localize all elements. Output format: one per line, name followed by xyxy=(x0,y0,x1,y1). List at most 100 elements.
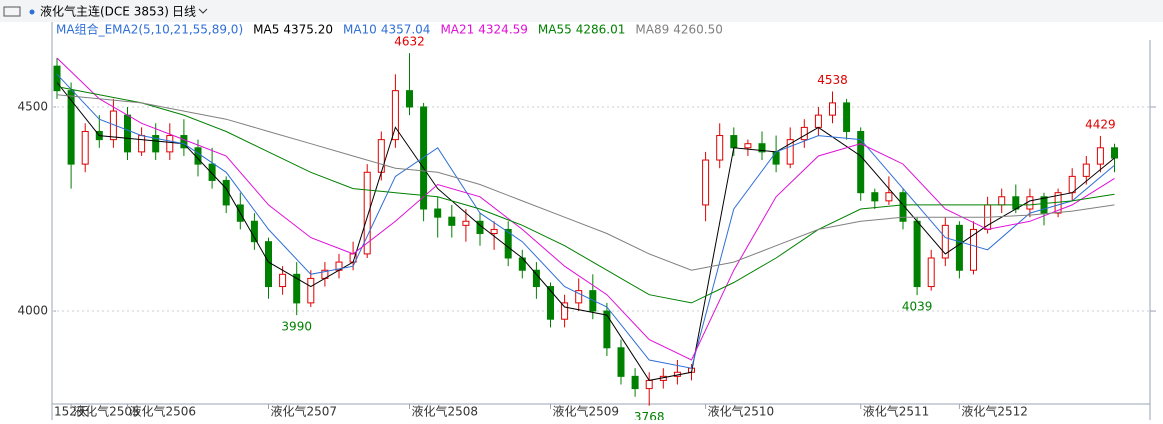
status-dot xyxy=(29,9,35,15)
x-tick-label: 液化气2505 xyxy=(73,404,140,419)
candle-body xyxy=(744,143,752,149)
candle-body xyxy=(1096,147,1104,165)
x-tick-label: 液化气2510 xyxy=(708,404,775,419)
candle-body xyxy=(279,273,287,288)
candle-body xyxy=(250,220,258,243)
candle-body xyxy=(377,139,385,173)
ma-line xyxy=(56,82,1115,381)
legend-value: 4260.50 xyxy=(673,23,723,37)
x-tick-label: 液化气2509 xyxy=(553,404,620,419)
candle-body xyxy=(222,179,230,206)
x-tick-label: 液化气2512 xyxy=(961,404,1028,419)
candle-body xyxy=(730,135,738,149)
extreme-label: 3768 xyxy=(634,410,665,420)
ma-line xyxy=(56,94,1115,271)
candle-body xyxy=(547,286,554,320)
candle-body xyxy=(124,114,131,153)
candle-body xyxy=(363,171,371,255)
legend-name: MA55 xyxy=(538,23,572,37)
candle-body xyxy=(927,257,935,288)
candle-body xyxy=(448,216,456,226)
candle-body xyxy=(420,106,428,210)
candle-body xyxy=(575,290,583,304)
candle-body xyxy=(504,228,512,259)
legend-value: 4357.04 xyxy=(381,23,431,37)
candle-body xyxy=(307,277,315,304)
x-tick-label: 液化气2507 xyxy=(271,404,338,419)
candle-body xyxy=(561,302,569,320)
candle-body xyxy=(702,159,710,206)
candle-body xyxy=(532,269,540,288)
extreme-label: 3990 xyxy=(281,320,312,334)
candle-body xyxy=(138,135,146,153)
candle-body xyxy=(998,196,1006,206)
extreme-label: 4632 xyxy=(394,35,425,49)
candle-body xyxy=(1040,196,1048,214)
legend-name: MA5 xyxy=(253,23,279,37)
candle-body xyxy=(53,65,61,92)
candle-body xyxy=(955,224,963,271)
y-tick-label: 4000 xyxy=(17,304,48,318)
symbol[interactable]: 液化气主连(DCE 3853) xyxy=(40,4,169,19)
x-tick-label: 液化气2508 xyxy=(412,404,479,419)
candle-body xyxy=(1012,196,1020,210)
candle-body xyxy=(800,126,808,141)
layout-icon[interactable] xyxy=(3,6,21,17)
candle-body xyxy=(829,102,836,116)
x-tick-label: 液化气2506 xyxy=(130,404,197,419)
candle-body xyxy=(631,375,639,390)
candle-body xyxy=(970,228,977,271)
candle-body xyxy=(265,241,272,288)
candle-body xyxy=(293,273,301,304)
toolbar xyxy=(0,0,1163,22)
ma-line xyxy=(56,57,1115,361)
legend-name: MA10 xyxy=(343,23,377,37)
extreme-label: 4538 xyxy=(817,73,848,87)
candle-body xyxy=(1068,175,1076,194)
candle-body xyxy=(885,192,893,202)
candle-body xyxy=(857,130,865,194)
candle-body xyxy=(208,163,216,181)
candle-body xyxy=(772,151,780,165)
legend-value: 4375.20 xyxy=(283,23,333,37)
dropdown-arrow[interactable] xyxy=(198,8,208,14)
candle-body xyxy=(180,135,188,149)
x-tick-label: 液化气2511 xyxy=(863,404,930,419)
candle-body xyxy=(152,135,160,153)
legend-value: 4286.01 xyxy=(576,23,626,37)
candle-body xyxy=(81,130,89,165)
candle-body xyxy=(391,90,399,141)
candle-body xyxy=(1026,196,1034,210)
period[interactable]: 日线 xyxy=(172,5,196,19)
candle-body xyxy=(843,102,851,132)
candle-body xyxy=(1111,147,1118,159)
candle-body xyxy=(490,228,498,235)
candle-body xyxy=(786,139,794,165)
candle-body xyxy=(814,114,822,128)
candle-body xyxy=(166,135,174,153)
legend-name: MA21 xyxy=(440,23,474,37)
extreme-label: 4039 xyxy=(902,300,933,314)
candle-body xyxy=(617,347,625,377)
candle-body xyxy=(589,290,597,312)
candle-body xyxy=(603,310,611,349)
legend-value: 4324.59 xyxy=(478,23,528,37)
candle-body xyxy=(941,224,949,259)
candle-body xyxy=(899,192,907,222)
candle-body xyxy=(67,90,75,165)
ma-line xyxy=(56,86,1115,304)
indicator: MA组合_EMA2(5,10,21,55,89,0) xyxy=(56,22,243,37)
candle-body xyxy=(462,220,470,226)
day-count: 152天 xyxy=(54,405,89,419)
legend-name: MA89 xyxy=(635,23,669,37)
candle-body xyxy=(645,379,653,390)
candle-body xyxy=(406,90,413,108)
candle-body xyxy=(716,135,724,161)
candle-body xyxy=(871,192,879,202)
candle-body xyxy=(758,143,766,153)
ma-line xyxy=(56,73,1115,369)
extreme-label: 4429 xyxy=(1085,117,1116,131)
candle-body xyxy=(1082,163,1090,177)
y-tick-label: 4500 xyxy=(17,99,48,113)
